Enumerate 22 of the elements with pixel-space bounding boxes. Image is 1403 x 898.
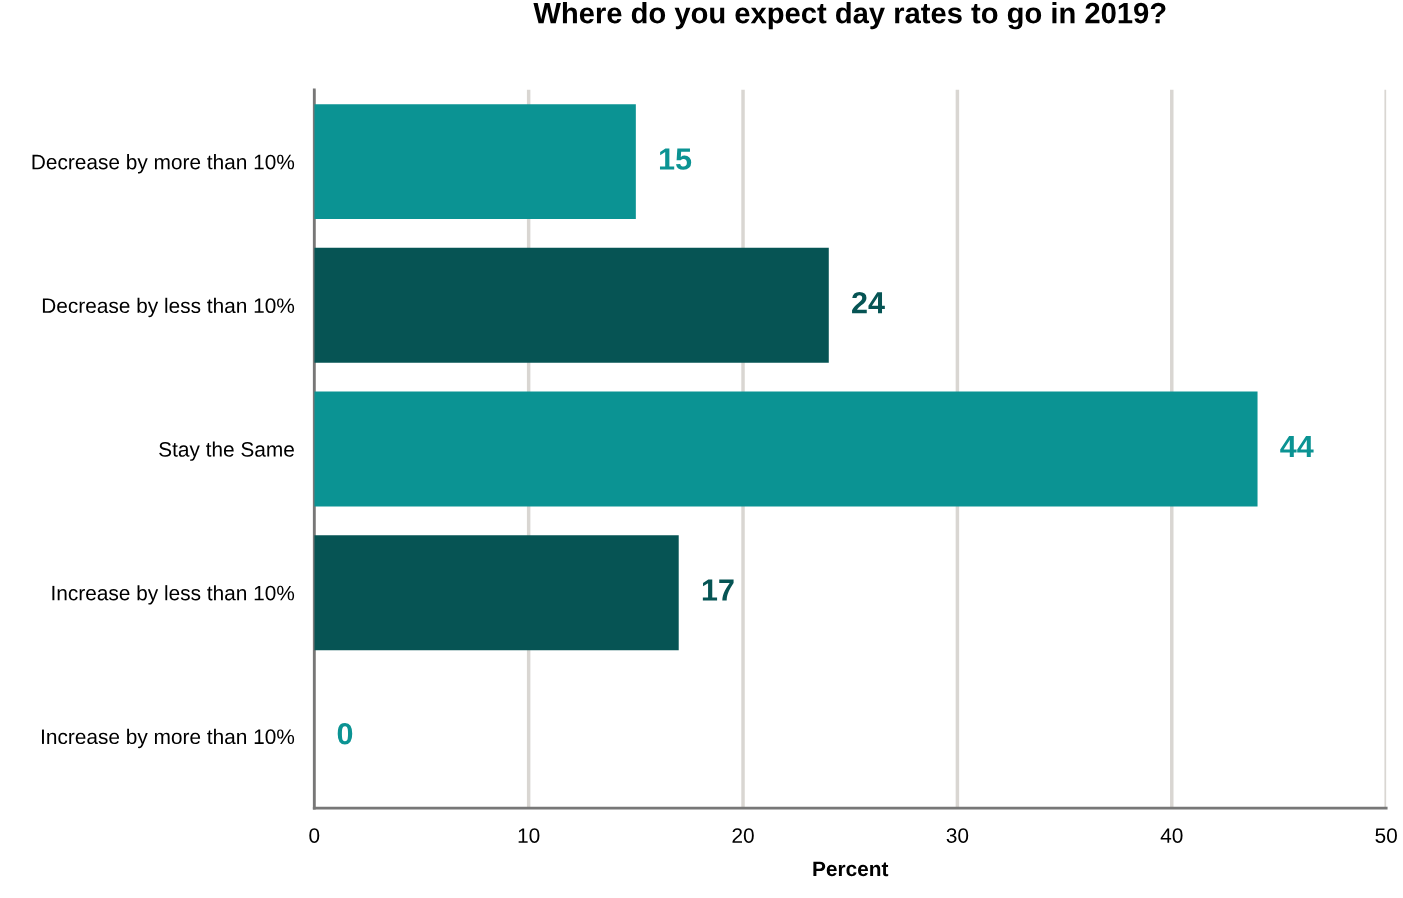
x-tick-label: 40 xyxy=(1160,828,1183,843)
x-tick-label: 10 xyxy=(518,828,540,843)
bar xyxy=(314,535,679,651)
bar xyxy=(314,247,829,363)
bar xyxy=(314,104,636,220)
x-tick-label: 50 xyxy=(1375,828,1397,843)
bar xyxy=(314,391,1258,507)
data-label: 24 xyxy=(852,291,885,314)
y-tick-label: Increase by less than 10% xyxy=(52,585,295,605)
data-label: 17 xyxy=(702,579,734,601)
x-tick-label: 20 xyxy=(732,828,754,843)
data-label: 15 xyxy=(659,148,692,170)
y-tick-label: Decrease by less than 10% xyxy=(42,297,295,318)
data-label: 44 xyxy=(1280,435,1314,457)
y-tick-label: Increase by more than 10% xyxy=(42,728,295,749)
y-tick-label: Stay the Same xyxy=(159,441,294,461)
y-tick-label: Decrease by more than 10% xyxy=(32,154,295,174)
x-axis-title: Percent xyxy=(813,861,889,877)
x-tick-label: 30 xyxy=(946,828,969,843)
data-label: 0 xyxy=(337,722,353,745)
chart-title: Where do you expect day rates to go in 2019? xyxy=(533,2,1166,30)
x-tick-label: 0 xyxy=(309,828,320,843)
